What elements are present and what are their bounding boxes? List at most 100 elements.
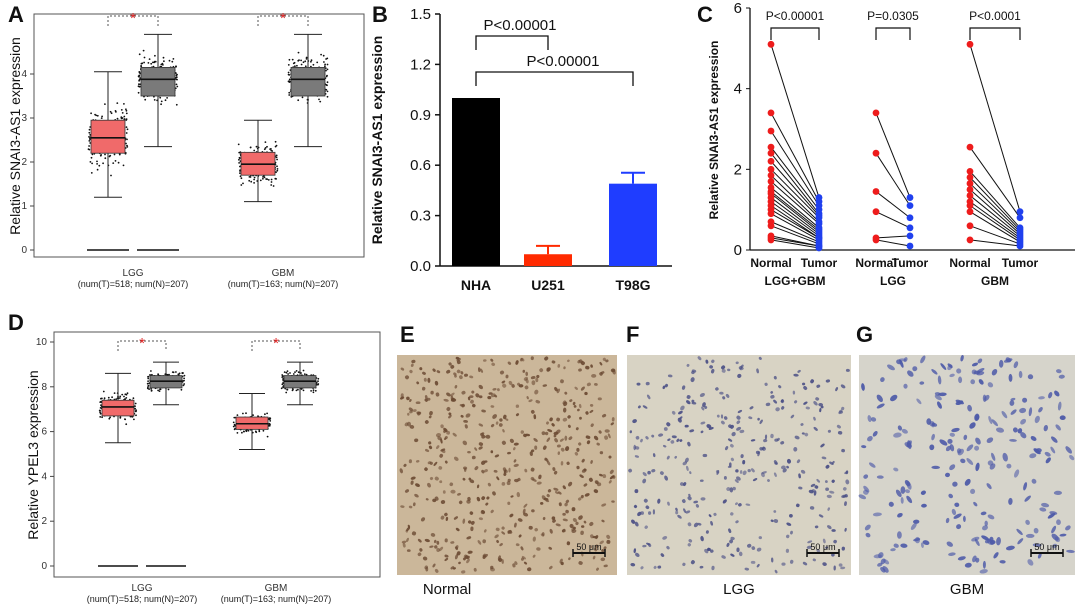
micrograph-normal-nucleus [540, 533, 545, 537]
micrograph-normal-nucleus [536, 481, 542, 485]
micrograph-lgg-nucleus [822, 562, 827, 566]
micrograph-lgg-nucleus [841, 406, 845, 411]
panel-d-point [241, 431, 243, 434]
micrograph-normal-nucleus [575, 521, 579, 526]
micrograph-normal-nucleus [525, 371, 529, 376]
panel-d-point [121, 393, 124, 396]
micrograph-lgg-nucleus [695, 504, 699, 508]
micrograph-gbm-nucleus [946, 541, 954, 547]
panel-c-pair-line [770, 187, 820, 229]
micrograph-normal-nucleus [429, 411, 433, 416]
micrograph-normal-nucleus [427, 377, 431, 383]
micrograph-normal-nucleus [522, 369, 526, 373]
panel-b-pvalue: P<0.00001 [527, 53, 600, 70]
micrograph-lgg-nucleus [684, 424, 689, 428]
micrograph-gbm-nucleus [929, 444, 935, 451]
micrograph-normal-nucleus [514, 561, 518, 565]
micrograph-lgg-nucleus [666, 422, 671, 427]
micrograph-gbm-nucleus [1024, 495, 1031, 502]
micrograph-gbm-nucleus [949, 464, 956, 471]
micrograph-lgg-nucleus [831, 479, 835, 483]
panel-a-point [301, 96, 304, 99]
panel-a-point [275, 144, 278, 147]
micrograph-lgg-nucleus [770, 394, 775, 399]
micrograph-lgg-nucleus [742, 470, 747, 476]
micrograph-lgg-nucleus [803, 386, 808, 390]
panel-c-tumor-point [906, 232, 914, 240]
panel-d-sig-bracket [117, 340, 167, 351]
micrograph-gbm-nucleus [876, 394, 883, 402]
panel-a-point [263, 176, 266, 179]
micrograph-gbm-nucleus [1033, 527, 1039, 534]
micrograph-normal-nucleus [593, 435, 599, 441]
micrograph-lgg-nucleus [796, 459, 801, 464]
panel-c-pair-line [770, 193, 820, 233]
micrograph-gbm-nucleus [1050, 446, 1056, 454]
micrograph-normal-nucleus [601, 519, 605, 523]
micrograph-gbm-nucleus [971, 536, 980, 542]
panel-d-point [168, 373, 170, 376]
micrograph-lgg-nucleus [758, 536, 762, 540]
micrograph-gbm-nucleus [1039, 507, 1047, 512]
micrograph-normal-nucleus [586, 382, 591, 387]
micrograph-normal-nucleus [430, 532, 436, 537]
panel-a-ytick-label: 2 [21, 157, 27, 168]
micrograph-lgg-nucleus [719, 391, 724, 395]
panel-d-sig-star: * [273, 335, 279, 352]
micrograph-lgg-nucleus [780, 441, 785, 445]
micrograph-normal-nucleus [573, 404, 577, 408]
micrograph-lgg-nucleus [763, 438, 768, 443]
panel-c-pair-line [770, 175, 820, 223]
micrograph-lgg-nucleus [679, 439, 683, 442]
micrograph-lgg-nucleus [667, 374, 673, 378]
micrograph-lgg-nucleus [701, 406, 705, 411]
panel-d-point [119, 417, 122, 419]
micrograph-normal-nucleus [443, 437, 447, 440]
micrograph-lgg-nucleus [750, 560, 756, 564]
panel-d-point [286, 388, 288, 391]
micrograph-normal-nucleus [571, 529, 577, 534]
micrograph-lgg-nucleus [686, 400, 691, 405]
panel-a-point [287, 71, 290, 74]
micrograph-gbm-nucleus [1069, 454, 1075, 461]
panel-c-normal-point [872, 109, 880, 117]
micrograph-normal-nucleus [427, 482, 431, 488]
micrograph-lgg-nucleus [629, 430, 633, 434]
micrograph-lgg-nucleus [671, 410, 676, 415]
micrograph-gbm-caption: GBM [950, 581, 984, 598]
micrograph-lgg-nucleus [700, 497, 706, 501]
micrograph-gbm-nucleus [931, 465, 940, 470]
micrograph-gbm-nucleus [981, 535, 990, 541]
micrograph-gbm-nucleus [991, 368, 998, 376]
micrograph-lgg-nucleus [751, 546, 756, 550]
micrograph-normal-nucleus [566, 541, 571, 546]
micrograph-normal-nucleus [402, 542, 406, 548]
panel-d-point [255, 431, 258, 434]
panel-d-point [157, 373, 160, 376]
micrograph-gbm-nucleus [900, 486, 906, 494]
panel-d-point [285, 371, 288, 374]
micrograph-lgg-caption: LGG [723, 581, 755, 598]
panel-a-point [154, 60, 157, 63]
micrograph-lgg-nucleus [681, 499, 686, 504]
panel-d-point [236, 414, 239, 416]
panel-a-box [140, 67, 176, 97]
panel-a-sig-star: * [130, 10, 136, 27]
panel-a-point [288, 94, 291, 96]
panel-a-point [138, 71, 141, 73]
micrograph-normal-nucleus [469, 479, 475, 484]
micrograph-lgg-nucleus [844, 527, 847, 532]
micrograph-normal-nucleus [592, 555, 596, 560]
micrograph-gbm-nucleus [1028, 407, 1033, 417]
micrograph-normal-nucleus [514, 522, 517, 528]
panel-d-point [294, 371, 296, 373]
panel-d-point [302, 389, 305, 392]
micrograph-normal-nucleus [555, 523, 561, 527]
panel-a-point [253, 182, 256, 184]
micrograph-gbm-nucleus [876, 475, 884, 479]
panel-a-group-sub: (num(T)=518; num(N)=207) [78, 279, 189, 289]
panel-d-point [286, 370, 289, 372]
micrograph-lgg-nucleus [640, 566, 644, 570]
panel-label-f: F [626, 322, 639, 347]
micrograph-lgg-nucleus [751, 468, 755, 473]
